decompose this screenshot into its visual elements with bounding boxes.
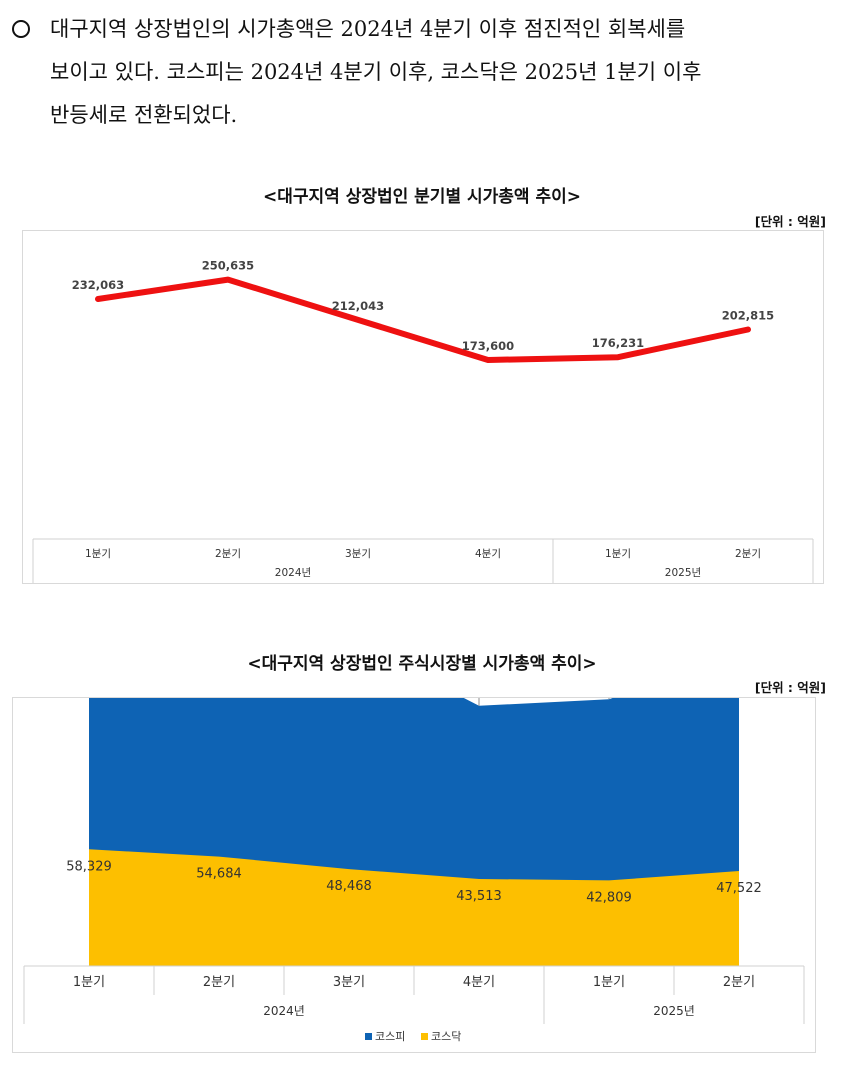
chart2-kosdaq-label: 43,513 — [456, 889, 502, 904]
chart1-unit: [단위 : 억원] — [754, 214, 826, 229]
chart1-data-label: 212,043 — [332, 299, 384, 313]
chart2-x-tick-label: 2분기 — [723, 975, 755, 990]
chart2-x-group-label: 2025년 — [653, 1004, 695, 1018]
chart1-title: <대구지역 상장법인 분기별 시가총액 추이> — [262, 187, 582, 207]
chart2-kosdaq-label: 58,329 — [66, 859, 112, 874]
chart2-area-kosdaq — [89, 849, 739, 966]
chart1-x-tick-label: 3분기 — [345, 548, 371, 560]
chart2-legend-swatch — [421, 1033, 428, 1040]
chart1-x-tick-label: 2분기 — [215, 548, 241, 560]
chart2-x-tick-label: 2분기 — [203, 975, 235, 990]
chart2-legend-label: 코스닥 — [431, 1030, 461, 1043]
chart2-x-tick-label: 1분기 — [593, 975, 625, 990]
chart2-legend-swatch — [365, 1033, 372, 1040]
chart2-x-tick-label: 4분기 — [463, 975, 495, 990]
intro-line-3: 반등세로 전환되었다. — [50, 103, 238, 127]
chart2-kosdaq-label: 42,809 — [586, 890, 632, 905]
chart2-legend-label: 코스피 — [375, 1030, 405, 1043]
chart1-x-tick-label: 2분기 — [735, 548, 761, 560]
chart1-data-label: 202,815 — [722, 308, 774, 322]
intro-line-1: 대구지역 상장법인의 시가총액은 2024년 4분기 이후 점진적인 회복세를 — [50, 17, 686, 41]
chart1-data-label: 176,231 — [592, 336, 644, 350]
chart2-x-tick-label: 3분기 — [333, 975, 365, 990]
chart1-frame: 232,063 250,635 212,043 173,600 176,231 202,8… — [22, 230, 824, 584]
chart1-data-label: 250,635 — [202, 259, 254, 273]
chart1-x-group-label: 2024년 — [275, 567, 311, 579]
chart2-kosdaq-label: 47,522 — [716, 881, 762, 896]
chart2-unit: [단위 : 억원] — [754, 680, 826, 695]
chart2-x-group-label: 2024년 — [263, 1004, 305, 1018]
chart1-data-label: 173,600 — [462, 339, 514, 353]
intro-line-2: 보이고 있다. 코스피는 2024년 4분기 이후, 코스닥은 2025년 1분… — [50, 60, 702, 84]
chart1-x-group-label: 2025년 — [665, 567, 701, 579]
chart2-kosdaq-label: 54,684 — [196, 867, 242, 882]
chart1-x-tick-label: 1분기 — [605, 548, 631, 560]
chart2-x-tick-label: 1분기 — [73, 975, 105, 990]
chart1-x-tick-label: 4분기 — [475, 548, 501, 560]
chart2-title: <대구지역 상장법인 주식시장별 시가총액 추이> — [247, 654, 597, 674]
bullet-icon — [12, 20, 30, 38]
chart1-series-line — [95, 276, 751, 363]
chart2-frame: 173,734195,951163,575130,087133,422155,2… — [12, 545, 816, 1053]
chart1-data-label: 232,063 — [72, 278, 124, 292]
chart2-kosdaq-label: 48,468 — [326, 879, 372, 894]
chart2-plot: 173,734195,951163,575130,087133,422155,2… — [23, 545, 805, 1043]
chart1-plot: 232,063 250,635 212,043 173,600 176,231 202,8… — [32, 259, 814, 583]
chart1-x-tick-label: 1분기 — [85, 548, 111, 560]
